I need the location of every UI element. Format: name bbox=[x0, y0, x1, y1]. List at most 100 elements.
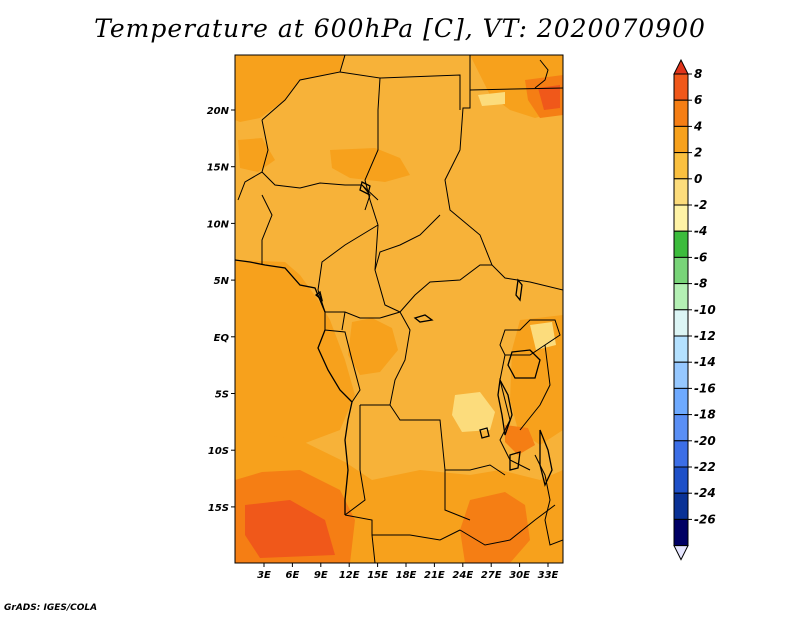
map-title: Temperature at 600hPa [C], VT: 202007090… bbox=[94, 14, 706, 43]
map-frame bbox=[234, 54, 564, 564]
boundary-line bbox=[360, 311, 411, 406]
colorbar-swatch bbox=[673, 99, 689, 127]
colorbar-swatch bbox=[673, 204, 689, 232]
colorbar-bottom-arrow bbox=[673, 545, 689, 561]
lake-malawi bbox=[539, 429, 553, 487]
colorbar-swatch bbox=[673, 125, 689, 154]
longitude-tick-label: 18E bbox=[396, 570, 417, 581]
boundary-line bbox=[444, 55, 563, 291]
map-panel bbox=[235, 55, 563, 563]
colorbar-label: -24 bbox=[694, 486, 716, 500]
latitude-tick-label: EQ bbox=[214, 333, 230, 344]
colorbar-swatch bbox=[673, 178, 689, 206]
boundary-line bbox=[519, 344, 551, 431]
temperature-contour-6-8-lake bbox=[505, 425, 535, 455]
longitude-tick-label: 3E bbox=[257, 570, 271, 581]
temperature-contour-0-2-lakes bbox=[530, 322, 556, 350]
colorbar-swatch bbox=[673, 152, 689, 180]
colorbar-label: -16 bbox=[694, 381, 716, 395]
colorbar-swatch bbox=[673, 414, 689, 442]
temperature-contour-6-8-southeast bbox=[460, 492, 530, 563]
colorbar-label: -18 bbox=[694, 408, 716, 422]
lake-kariba bbox=[509, 451, 521, 471]
boundary-line bbox=[374, 214, 441, 271]
boundary-line bbox=[324, 312, 361, 403]
temperature-contour-8-plus-northeast bbox=[538, 85, 560, 110]
temperature-contour-4-6-central bbox=[348, 318, 398, 375]
longitude-tick-label: 15E bbox=[367, 570, 388, 581]
longitude-tick-label: 21E bbox=[424, 570, 445, 581]
congo-river-lakes bbox=[413, 314, 434, 323]
colorbar-swatch bbox=[673, 309, 689, 337]
boundary-line bbox=[379, 74, 461, 110]
latitude-tick-label: 15N bbox=[207, 163, 230, 174]
boundary-line bbox=[341, 311, 346, 331]
boundary-line bbox=[371, 534, 376, 563]
colorbar-label: -14 bbox=[694, 355, 716, 369]
boundary-line bbox=[344, 514, 461, 541]
latitude-axis: 20N 15N 10N 5N EQ 5S 10S 15S bbox=[207, 106, 235, 514]
grads-credit: GrADS: IGES/COLA bbox=[4, 603, 98, 613]
temperature-contour-4-6-north bbox=[235, 55, 345, 122]
temperature-contour-4-6-east bbox=[510, 315, 563, 445]
lake-tanganyika bbox=[497, 377, 513, 436]
temperature-contour-4-6-north-b bbox=[238, 138, 275, 172]
latitude-tick-label: 10N bbox=[207, 219, 230, 230]
colorbar-label: -6 bbox=[694, 250, 707, 264]
boundary-line bbox=[261, 194, 273, 265]
colorbar-swatch bbox=[673, 73, 689, 101]
temperature-contour-8-plus-southwest bbox=[245, 500, 335, 558]
colorbar-swatch bbox=[673, 387, 689, 416]
longitude-tick-label: 9E bbox=[314, 570, 328, 581]
boundary-line bbox=[469, 87, 563, 91]
colorbar-top-arrow bbox=[673, 58, 689, 75]
latitude-tick-label: 10S bbox=[208, 446, 229, 457]
longitude-tick-label: 27E bbox=[481, 570, 502, 581]
boundary-line bbox=[344, 405, 366, 516]
colorbar-label: 4 bbox=[693, 119, 702, 133]
boundary-line bbox=[261, 55, 346, 121]
lake-chad bbox=[359, 181, 371, 195]
lake-turkana bbox=[515, 278, 523, 302]
colorbar-swatch bbox=[673, 440, 689, 468]
colorbar-swatch bbox=[673, 466, 689, 494]
colorbar-label: -20 bbox=[694, 434, 716, 448]
boundary-line bbox=[499, 319, 561, 356]
coastlines bbox=[235, 181, 553, 515]
colorbar-swatch bbox=[673, 230, 689, 258]
longitude-tick-label: 12E bbox=[339, 570, 360, 581]
colorbar-label: -10 bbox=[694, 303, 716, 317]
colorbar-label: -8 bbox=[694, 277, 707, 291]
longitude-axis: 3E 6E 9E 12E 15E 18E 21E 24E 27E 30E 33E bbox=[257, 563, 559, 581]
boundary-line bbox=[534, 454, 563, 546]
lake-mweru bbox=[479, 427, 490, 439]
latitude-tick-label: 5S bbox=[215, 390, 229, 401]
colorbar-swatch bbox=[673, 492, 689, 520]
colorbar-label: 0 bbox=[694, 172, 702, 186]
colorbar-swatch bbox=[673, 335, 689, 363]
boundary-line bbox=[459, 504, 556, 546]
longitude-tick-label: 6E bbox=[286, 570, 300, 581]
boundary-line bbox=[317, 224, 492, 319]
colorbar-label: 8 bbox=[694, 67, 702, 81]
longitude-tick-label: 30E bbox=[509, 570, 530, 581]
colorbar-label: -26 bbox=[694, 512, 716, 526]
colorbar-label: -12 bbox=[694, 329, 716, 343]
latitude-tick-label: 5N bbox=[214, 276, 230, 287]
coastline-atlantic bbox=[317, 329, 353, 515]
boundary-line bbox=[534, 59, 549, 89]
colorbar-label: -2 bbox=[694, 198, 707, 212]
boundary-line bbox=[374, 224, 401, 313]
longitude-tick-label: 33E bbox=[538, 570, 559, 581]
country-boundaries bbox=[237, 55, 563, 563]
lake-volta-island bbox=[314, 290, 324, 302]
colorbar-label: 6 bbox=[694, 93, 702, 107]
colorbar-swatch bbox=[673, 283, 689, 311]
latitude-tick-label: 15S bbox=[208, 503, 229, 514]
colorbar-label: -4 bbox=[694, 224, 707, 238]
colorbar-swatch bbox=[673, 518, 689, 547]
boundary-line bbox=[361, 184, 371, 211]
lake-victoria bbox=[507, 349, 541, 379]
boundary-line bbox=[444, 470, 471, 521]
